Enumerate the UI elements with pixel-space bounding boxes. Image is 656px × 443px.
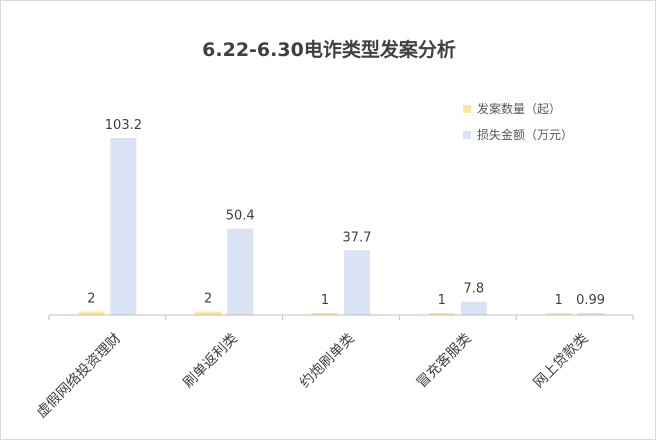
data-label-loss-amount-2: 37.7 [343, 230, 372, 245]
category-label-0: 虚假网络投资理财 [34, 331, 125, 422]
bar-case-count-0 [78, 311, 105, 315]
bar-case-count-4 [545, 313, 572, 315]
legend-label-0: 发案数量（起） [477, 101, 561, 116]
bar-loss-amount-3 [460, 301, 487, 315]
chart-title: 6.22-6.30电诈类型发案分析 [202, 38, 456, 61]
data-label-loss-amount-4: 0.99 [576, 293, 605, 308]
data-label-case-count-2: 1 [321, 293, 329, 308]
category-label-1: 刷单返利类 [180, 331, 241, 392]
data-label-loss-amount-3: 7.8 [463, 282, 484, 297]
data-label-case-count-0: 2 [87, 292, 95, 307]
bar-case-count-2 [312, 313, 338, 315]
data-label-case-count-4: 1 [554, 293, 562, 308]
category-label-3: 冒充客服类 [413, 330, 475, 392]
data-label-case-count-1: 2 [204, 292, 212, 307]
legend-swatch-1 [463, 131, 471, 139]
data-label-loss-amount-0: 103.2 [105, 118, 142, 133]
bar-case-count-1 [195, 311, 222, 315]
legend-swatch-0 [463, 105, 471, 113]
bar-loss-amount-2 [344, 250, 370, 315]
category-label-4: 网上贷款类 [531, 331, 592, 392]
bar-case-count-3 [428, 313, 455, 315]
bar-loss-amount-0 [110, 138, 137, 315]
category-label-2: 约炮刷单类 [297, 331, 358, 392]
bar-loss-amount-4 [577, 313, 604, 315]
data-label-case-count-3: 1 [438, 293, 446, 308]
bar-loss-amount-1 [227, 228, 254, 315]
legend-label-1: 损失金额（万元） [477, 127, 573, 142]
data-label-loss-amount-1: 50.4 [226, 209, 255, 224]
